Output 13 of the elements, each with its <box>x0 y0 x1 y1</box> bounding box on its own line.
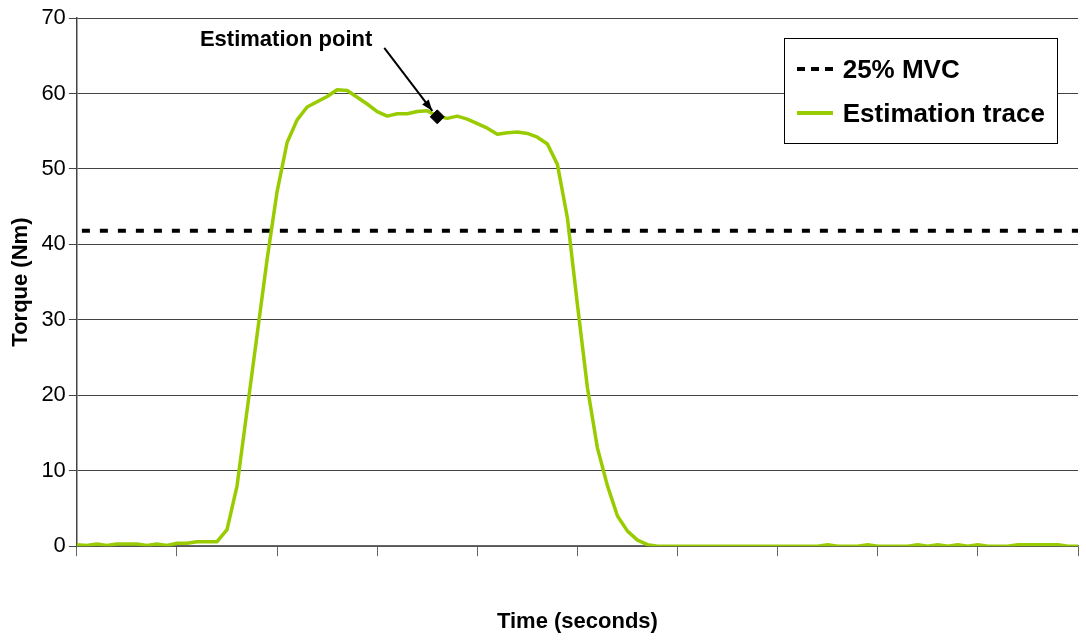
y-tick-label: 0 <box>53 532 66 558</box>
y-tick-label: 10 <box>41 456 66 482</box>
y-tick-label: 30 <box>41 305 66 331</box>
y-tick-label: 70 <box>41 4 66 30</box>
y-tick-label: 50 <box>41 154 66 180</box>
y-axis-title: Torque (Nm) <box>7 217 33 347</box>
x-axis-title: Time (seconds) <box>496 607 658 633</box>
legend-label: 25% MVC <box>842 53 960 85</box>
y-tick-label: 20 <box>41 381 66 407</box>
legend-label: Estimation trace <box>842 97 1045 129</box>
y-tick-label: 40 <box>41 230 66 256</box>
annotation: Estimation point <box>199 25 373 51</box>
y-tick-label: 60 <box>41 79 66 105</box>
